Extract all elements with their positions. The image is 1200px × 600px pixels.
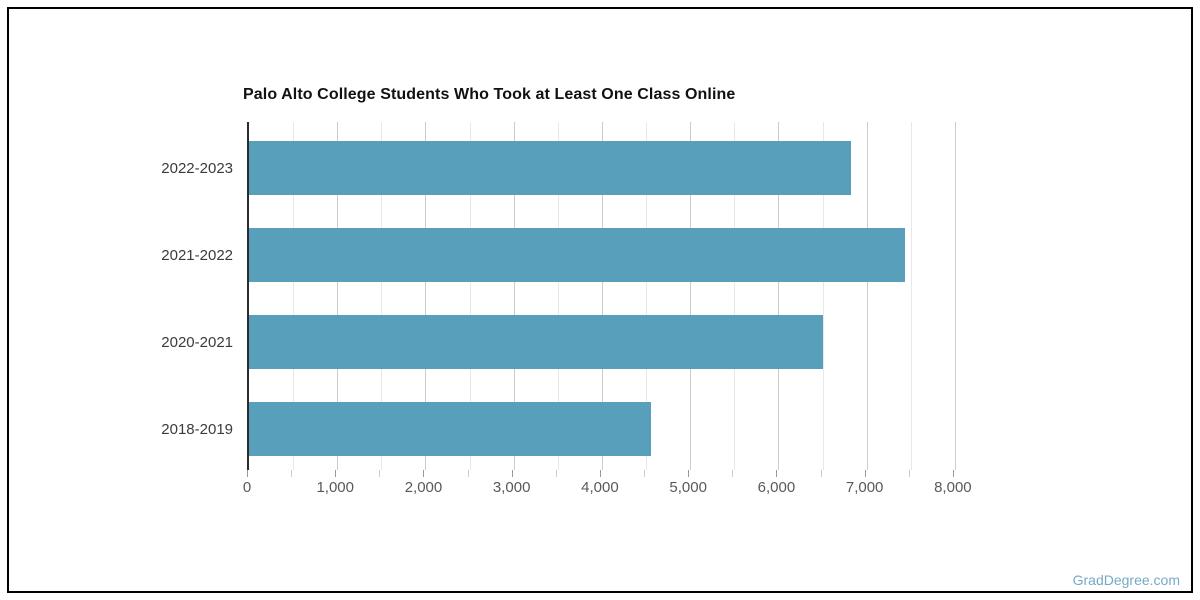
- graddegree-watermark-link[interactable]: GradDegree.com: [1072, 572, 1180, 588]
- x-axis-tick: [908, 470, 910, 477]
- x-axis-tick: [511, 470, 513, 477]
- gridline: [469, 122, 471, 470]
- category-label: 2021-2022: [161, 246, 233, 264]
- bar-2020-2021: [249, 315, 823, 369]
- x-axis-tick-label: 4,000: [581, 479, 619, 496]
- x-axis-tick-label: 5,000: [669, 479, 707, 496]
- gridline: [337, 122, 339, 470]
- category-label: 2022-2023: [161, 159, 233, 177]
- bar-2021-2022: [249, 228, 905, 282]
- x-axis-tick: [688, 470, 690, 477]
- gridline: [690, 122, 692, 470]
- x-axis-tick: [335, 470, 337, 477]
- x-axis-tick: [820, 470, 822, 477]
- x-axis-tick-label: 8,000: [934, 479, 972, 496]
- bar-2022-2023: [249, 141, 851, 195]
- gridline: [866, 122, 868, 470]
- gridline: [954, 122, 956, 470]
- x-axis-tick: [555, 470, 557, 477]
- x-axis-tick: [379, 470, 381, 477]
- gridline: [557, 122, 559, 470]
- x-axis-tick: [423, 470, 425, 477]
- gridline: [601, 122, 603, 470]
- x-axis-tick-label: 6,000: [757, 479, 796, 496]
- x-axis-tick: [644, 470, 646, 477]
- chart-border-frame: [7, 7, 1193, 593]
- x-axis-tick: [952, 470, 954, 477]
- x-axis-tick: [467, 470, 469, 477]
- x-axis-tick: [599, 470, 601, 477]
- gridline: [293, 122, 295, 470]
- gridline: [822, 122, 824, 470]
- x-axis-tick-label: 3,000: [492, 479, 531, 496]
- gridline: [646, 122, 648, 470]
- gridline: [910, 122, 912, 470]
- x-axis-tick-label: 7,000: [845, 479, 884, 496]
- bar-2018-2019: [249, 402, 652, 456]
- gridline: [381, 122, 383, 470]
- x-axis-tick: [291, 470, 293, 477]
- x-axis-tick-label: 1,000: [316, 479, 354, 496]
- category-label: 2020-2021: [161, 333, 233, 351]
- gridline: [734, 122, 736, 470]
- category-label: 2018-2019: [161, 420, 233, 438]
- plot-area: [247, 122, 997, 470]
- x-axis-tick: [776, 470, 778, 477]
- x-axis-tick-label: 2,000: [404, 479, 443, 496]
- gridline: [513, 122, 515, 470]
- gridline: [425, 122, 427, 470]
- x-axis-tick: [864, 470, 866, 477]
- gridline: [778, 122, 780, 470]
- x-axis-tick: [247, 470, 248, 477]
- x-axis-tick: [732, 470, 734, 477]
- x-axis-tick-label: 0: [242, 479, 252, 496]
- chart-title: Palo Alto College Students Who Took at L…: [243, 86, 736, 103]
